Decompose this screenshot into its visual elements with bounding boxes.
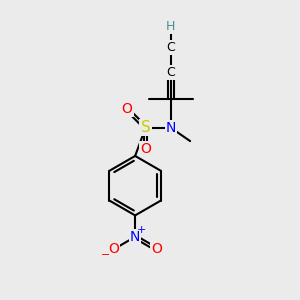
- Text: −: −: [101, 250, 110, 260]
- Text: +: +: [137, 225, 146, 235]
- Text: S: S: [141, 120, 150, 135]
- Text: N: N: [130, 230, 140, 244]
- Text: O: O: [151, 242, 162, 256]
- Text: C: C: [167, 41, 175, 54]
- Text: C: C: [167, 66, 175, 79]
- Text: H: H: [166, 20, 176, 33]
- Text: O: O: [122, 102, 133, 116]
- Text: N: N: [166, 121, 176, 135]
- Text: O: O: [140, 142, 151, 156]
- Text: O: O: [108, 242, 119, 256]
